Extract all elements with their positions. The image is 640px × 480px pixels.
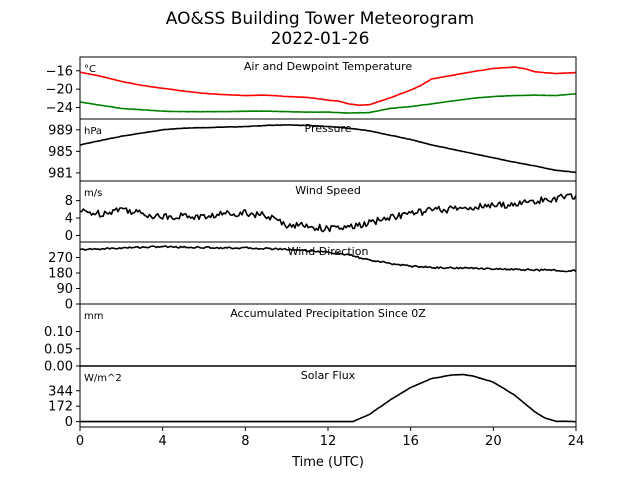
x-tick-label-1: 4 xyxy=(159,434,167,449)
x-tick-label-0: 0 xyxy=(76,434,84,449)
series-line-direction-0 xyxy=(79,245,577,273)
unit-label-pressure: hPa xyxy=(84,126,102,137)
chart-title: AO&SS Building Tower Meteorogram xyxy=(166,9,474,29)
unit-label-precip: mm xyxy=(84,311,103,322)
unit-label-solar: W/m^2 xyxy=(84,373,122,384)
panels-group: −16 −20 −24 °C Air and Dewpoint Temperature 9… xyxy=(44,56,577,430)
x-axis: 0 4 8 12 16 20 24 xyxy=(76,427,584,449)
panel-pressure: 989 985 981 hPa Pressure xyxy=(48,118,577,182)
y-tick-label-precip-2: 0.00 xyxy=(44,360,73,375)
y-tick-label-temp-2: −24 xyxy=(46,101,73,116)
panel-title-pressure: Pressure xyxy=(305,122,352,135)
y-tick-label-pressure-0: 989 xyxy=(48,123,73,138)
y-tick-label-wind-1: 4 xyxy=(65,212,73,227)
x-tick-label-4: 16 xyxy=(402,434,419,449)
y-tick-label-temp-1: −20 xyxy=(46,83,73,98)
y-tick-label-temp-0: −16 xyxy=(46,64,73,79)
series-line-pressure-0 xyxy=(79,124,577,174)
panel-title-temp: Air and Dewpoint Temperature xyxy=(244,60,412,73)
y-tick-label-wind-2: 0 xyxy=(65,229,73,244)
y-tick-label-wind-0: 8 xyxy=(65,194,73,209)
y-tick-label-direction-2: 90 xyxy=(56,282,73,297)
panel-temp: −16 −20 −24 °C Air and Dewpoint Temperature xyxy=(46,56,577,120)
chart-subtitle: 2022-01-26 xyxy=(271,29,370,49)
panel-title-solar: Solar Flux xyxy=(301,369,356,382)
panel-title-precip: Accumulated Precipitation Since 0Z xyxy=(230,307,426,320)
y-tick-label-precip-0: 0.10 xyxy=(44,325,73,340)
x-tick-label-3: 12 xyxy=(320,434,337,449)
y-tick-label-pressure-1: 985 xyxy=(48,145,73,160)
panel-title-direction: Wind Direction xyxy=(288,245,369,258)
y-tick-label-direction-3: 0 xyxy=(65,298,73,313)
y-tick-label-solar-1: 172 xyxy=(48,400,73,415)
y-tick-label-direction-1: 180 xyxy=(48,267,73,282)
unit-label-temp: °C xyxy=(84,64,96,75)
panel-title-wind: Wind Speed xyxy=(295,184,361,197)
series-line-temp-0 xyxy=(79,66,577,106)
y-tick-label-solar-2: 0 xyxy=(65,415,73,430)
panel-wind: 8 4 0 m/s Wind Speed xyxy=(65,180,577,244)
x-axis-label: Time (UTC) xyxy=(291,455,364,470)
series-line-wind-0 xyxy=(79,193,577,233)
y-tick-label-solar-0: 344 xyxy=(48,384,73,399)
y-tick-label-direction-0: 270 xyxy=(48,251,73,266)
y-tick-label-pressure-2: 981 xyxy=(48,166,73,181)
series-line-temp-1 xyxy=(79,92,577,114)
y-tick-label-precip-1: 0.05 xyxy=(44,342,73,357)
x-tick-label-6: 24 xyxy=(568,434,585,449)
series-line-solar-0 xyxy=(80,373,577,423)
panel-precip: 0.10 0.05 0.00 mm Accumulated Precipitation … xyxy=(44,303,577,375)
x-tick-label-2: 8 xyxy=(241,434,249,449)
x-tick-label-5: 20 xyxy=(485,434,502,449)
unit-label-wind: m/s xyxy=(84,188,102,199)
